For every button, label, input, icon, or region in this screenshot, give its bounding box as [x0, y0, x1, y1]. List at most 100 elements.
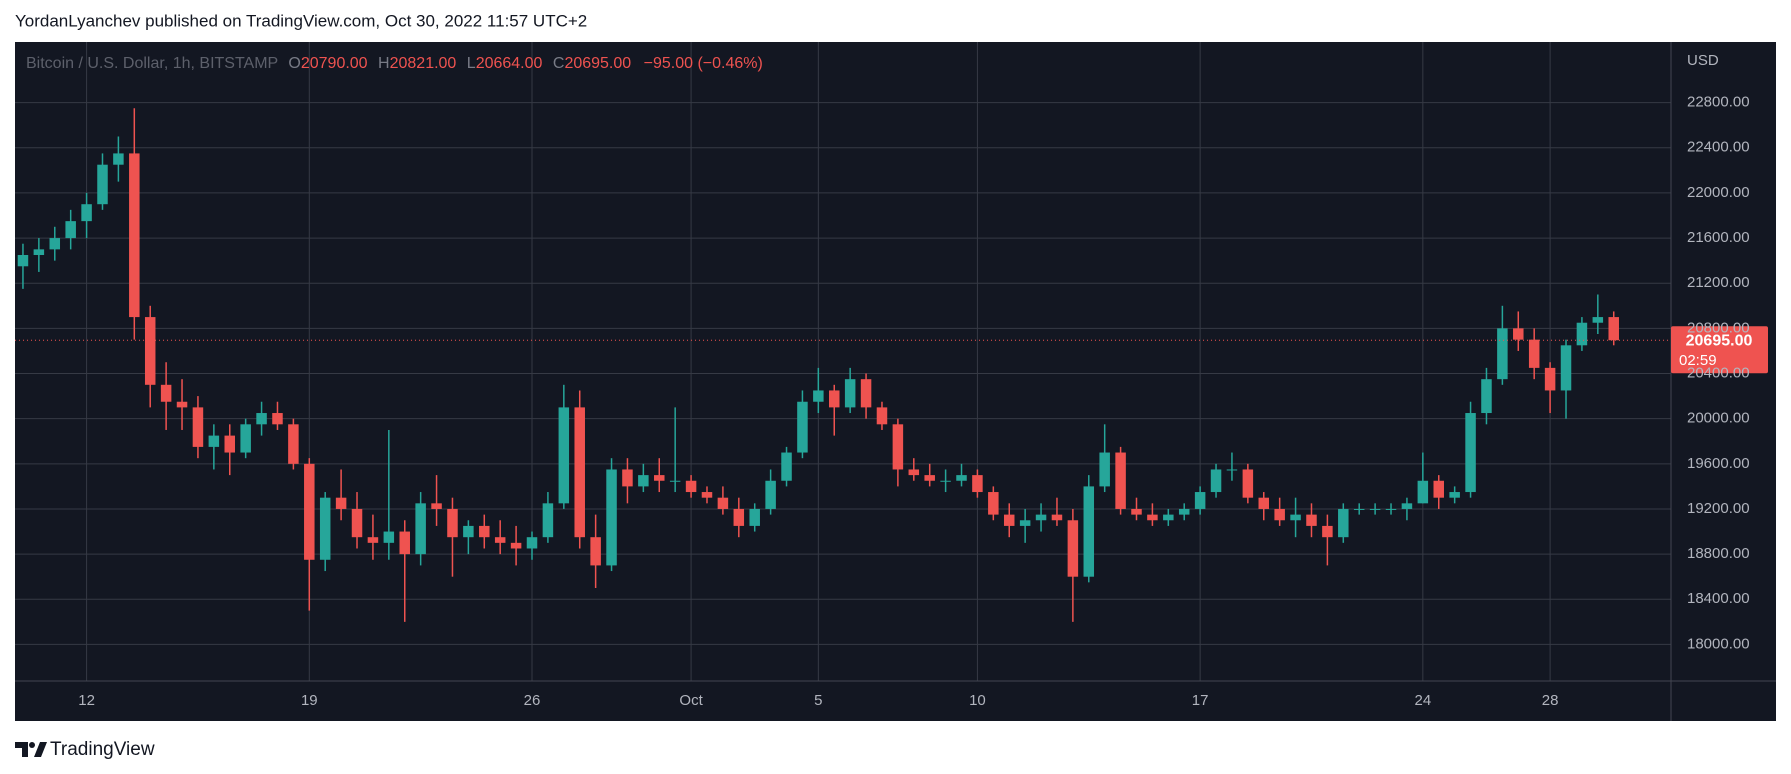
candle-body	[733, 508, 745, 526]
candle-body	[1497, 328, 1508, 380]
currency-label: USD	[1687, 52, 1719, 69]
candle-body	[1290, 514, 1301, 521]
candle-body	[383, 531, 395, 543]
candle-body	[1258, 497, 1270, 509]
candle-body	[1147, 514, 1158, 521]
candle-body	[638, 475, 649, 487]
x-tick-label: 5	[814, 692, 822, 709]
candle-body	[479, 525, 490, 538]
candle-body	[272, 413, 283, 425]
candle-body	[622, 469, 633, 487]
candle-body	[176, 401, 188, 408]
change-value: −95.00 (−0.46%)	[644, 55, 763, 72]
candle-body	[33, 249, 45, 255]
candle-body	[1115, 452, 1126, 509]
high-value: 20821.00	[390, 55, 457, 72]
footer-logo: TradingView	[15, 739, 155, 760]
candle-body	[192, 407, 204, 447]
candle-body	[1433, 480, 1444, 498]
candle-body	[908, 469, 920, 476]
candle-body	[892, 424, 904, 470]
candle-body	[1019, 520, 1031, 526]
candle-body	[81, 204, 92, 222]
candle-body	[1194, 492, 1206, 509]
grid	[15, 42, 1671, 681]
y-tick-label: 20800.00	[1687, 319, 1750, 336]
candle-body	[1163, 514, 1174, 521]
y-tick-label: 18400.00	[1687, 590, 1750, 607]
candle-body	[463, 525, 474, 538]
candle-body	[829, 390, 840, 408]
candle-body	[1242, 469, 1254, 498]
candle-body	[526, 537, 538, 549]
candle-body	[1003, 514, 1015, 526]
candle-body	[590, 537, 601, 566]
x-tick-label: Oct	[679, 692, 703, 709]
y-tick-label: 22400.00	[1687, 139, 1750, 156]
candle-body	[1481, 379, 1492, 414]
candle-body	[208, 435, 220, 447]
candle-body	[1226, 469, 1238, 471]
candle-body	[335, 497, 347, 509]
candle-body	[367, 537, 379, 543]
candle-body	[1449, 492, 1460, 498]
candle-body	[240, 424, 251, 453]
candle-body	[606, 469, 617, 566]
candle-body	[447, 508, 458, 538]
candle-body	[701, 492, 713, 498]
candle-body	[17, 255, 29, 267]
candle-body	[1369, 508, 1381, 510]
candle-body	[1513, 328, 1524, 340]
y-tick-label: 18800.00	[1687, 545, 1750, 562]
candle-body	[1576, 322, 1588, 346]
candle-body	[399, 531, 410, 555]
countdown-label: 02:59	[1679, 352, 1717, 369]
candle-body	[65, 221, 76, 239]
candle-body	[860, 379, 872, 408]
candle-body	[972, 475, 983, 493]
candle-body	[781, 452, 792, 481]
candle-body	[685, 480, 697, 493]
candle-body	[940, 480, 951, 482]
candle-body	[1528, 339, 1540, 368]
candle-body	[1544, 367, 1556, 391]
candle-body	[1274, 508, 1285, 521]
legend-header: Bitcoin / U.S. Dollar, 1h, BITSTAMP O207…	[26, 55, 763, 72]
candle-body	[1417, 480, 1429, 504]
y-tick-label: 20400.00	[1687, 364, 1750, 381]
candle-body	[1210, 469, 1222, 493]
candle-body	[415, 503, 426, 555]
candle-body	[765, 480, 776, 509]
symbol-title: Bitcoin / U.S. Dollar, 1h, BITSTAMP	[26, 55, 278, 72]
candle-body	[749, 508, 760, 526]
publisher-line: YordanLyanchev published on TradingView.…	[15, 11, 587, 30]
candle-body	[113, 153, 124, 165]
candle-body	[288, 424, 299, 464]
candle-body	[717, 497, 729, 509]
candle-body	[844, 379, 856, 408]
candle-body	[1083, 486, 1095, 577]
candle-body	[144, 317, 156, 385]
high-label: H	[378, 55, 390, 72]
candle-body	[654, 475, 665, 481]
last-price-label: 20695.00	[1686, 332, 1753, 349]
candle-body	[797, 401, 808, 453]
candle-body	[319, 497, 331, 560]
candles	[17, 108, 1619, 622]
candle-body	[160, 384, 172, 402]
candle-body	[97, 164, 108, 205]
low-value: 20664.00	[476, 55, 543, 72]
candle-body	[956, 475, 967, 481]
candle-body	[1322, 525, 1333, 538]
chart-background	[15, 42, 1776, 721]
candle-body	[351, 508, 363, 538]
logo-mark	[15, 742, 28, 757]
y-tick-label: 21200.00	[1687, 274, 1750, 291]
x-tick-label: 12	[78, 692, 95, 709]
candle-body	[1051, 514, 1063, 521]
candle-body	[49, 238, 61, 250]
candle-body	[431, 503, 442, 509]
y-tick-label: 22800.00	[1687, 94, 1750, 111]
candle-body	[1592, 317, 1604, 323]
